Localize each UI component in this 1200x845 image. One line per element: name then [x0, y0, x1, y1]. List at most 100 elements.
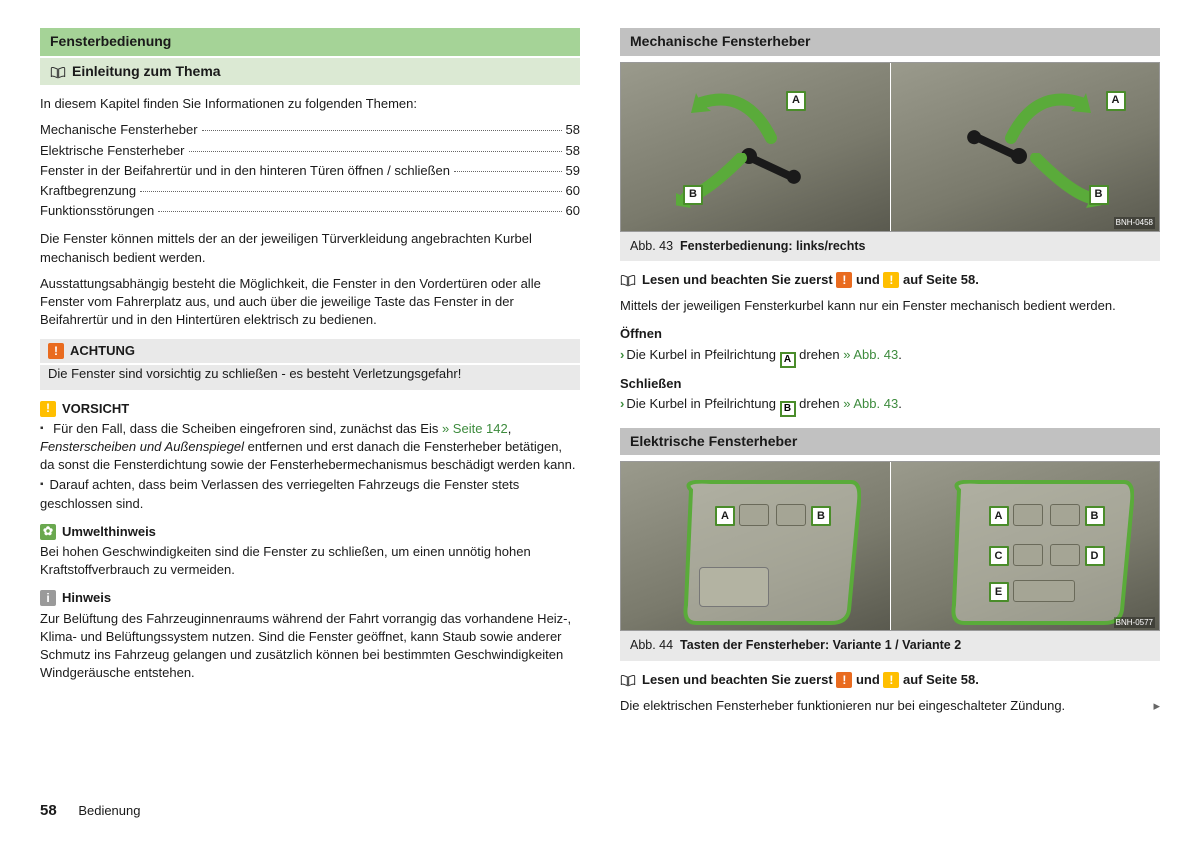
left-column: Fensterbedienung Einleitung zum Thema In…	[40, 28, 580, 723]
fig43-caption-num: Abb. 43	[630, 239, 673, 253]
toc-leader	[158, 211, 561, 212]
sec2-para: Die elektrischen Fensterheber funktionie…	[620, 697, 1160, 715]
vorsicht-item2: Darauf achten, dass beim Verlassen des v…	[40, 476, 580, 512]
toc-page: 59	[566, 162, 580, 180]
close-link[interactable]: » Abb. 43	[843, 396, 898, 411]
chevron-icon: ›	[620, 396, 624, 411]
toc-row: Fenster in der Beifahrertür und in den h…	[40, 162, 580, 180]
toc-page: 58	[566, 121, 580, 139]
toc-label: Kraftbegrenzung	[40, 182, 136, 200]
close-b: drehen	[796, 396, 844, 411]
toc-leader	[140, 191, 561, 192]
callout-b: B	[1085, 506, 1105, 526]
sec1-para: Mittels der jeweiligen Fensterkurbel kan…	[620, 297, 1160, 315]
toc-row: Elektrische Fensterheber58	[40, 142, 580, 160]
armrest-panel	[699, 567, 769, 607]
sec1-title: Mechanische Fensterheber	[620, 28, 1160, 56]
window-button	[739, 504, 769, 526]
toc-page: 58	[566, 142, 580, 160]
close-title: Schließen	[620, 375, 1160, 393]
hinweis-title: Hinweis	[62, 589, 111, 607]
page-number: 58	[40, 802, 57, 819]
warning-icon: !	[48, 343, 64, 359]
rf-a: Lesen und beachten Sie zuerst	[642, 272, 836, 287]
page-footer: 58 Bedienung	[40, 800, 140, 821]
vorsicht-notice: ! VORSICHT Für den Fall, dass die Scheib…	[40, 400, 580, 513]
toc: Mechanische Fensterheber58 Elektrische F…	[40, 121, 580, 220]
window-button	[776, 504, 806, 526]
hinweis-notice: i Hinweis Zur Belüftung des Fahrzeuginne…	[40, 589, 580, 682]
info-icon: i	[40, 590, 56, 606]
close-a: Die Kurbel in Pfeilrichtung	[626, 396, 779, 411]
open-link[interactable]: » Abb. 43	[843, 347, 898, 362]
achtung-title: ACHTUNG	[70, 342, 135, 360]
open-title: Öffnen	[620, 325, 1160, 343]
book-icon	[620, 274, 636, 286]
umwelt-body: Bei hohen Geschwindigkeiten sind die Fen…	[40, 543, 580, 579]
window-lock-button	[1013, 580, 1075, 602]
achtung-head: ! ACHTUNG	[40, 339, 580, 363]
toc-page: 60	[566, 182, 580, 200]
open-b: drehen	[796, 347, 844, 362]
umwelt-head: ✿ Umwelthinweis	[40, 523, 580, 541]
page-section: Bedienung	[78, 803, 140, 818]
arrow-a-left	[691, 83, 781, 153]
subsection-text: Einleitung zum Thema	[72, 62, 221, 82]
fig44-id: BNH-0577	[1114, 617, 1155, 628]
vorsicht-item1a: Für den Fall, dass die Scheiben eingefro…	[53, 421, 442, 436]
open-a: Die Kurbel in Pfeilrichtung	[626, 347, 779, 362]
toc-leader	[454, 171, 562, 172]
figure-44: A B A B C D E BNH-0577	[620, 461, 1160, 631]
section-title: Fensterbedienung	[40, 28, 580, 56]
callout-c: C	[989, 546, 1009, 566]
achtung-notice: ! ACHTUNG Die Fenster sind vorsichtig zu…	[40, 339, 580, 389]
vorsicht-item1-italic: Fensterscheiben und Außenspiegel	[40, 439, 244, 454]
open-action: ›Die Kurbel in Pfeilrichtung A drehen » …	[620, 346, 1160, 365]
book-icon	[50, 65, 66, 77]
callout-a: A	[1106, 91, 1126, 111]
fig44-caption-text: Tasten der Fensterheber: Variante 1 / Va…	[680, 638, 961, 652]
toc-label: Fenster in der Beifahrertür und in den h…	[40, 162, 450, 180]
callout-a: A	[786, 91, 806, 111]
callout-d: D	[1085, 546, 1105, 566]
umwelt-notice: ✿ Umwelthinweis Bei hohen Geschwindigkei…	[40, 523, 580, 580]
window-button	[1013, 544, 1043, 566]
vorsicht-head: ! VORSICHT	[40, 400, 580, 418]
book-icon	[620, 674, 636, 686]
read-first-text: Lesen und beachten Sie zuerst ! und ! au…	[642, 271, 979, 289]
right-column: Mechanische Fensterheber A B A B	[620, 28, 1160, 723]
rf-b: und	[852, 272, 883, 287]
fig43-left-panel: A B	[621, 63, 891, 231]
sec2-para-text: Die elektrischen Fensterheber funktionie…	[620, 698, 1065, 713]
read-first-text: Lesen und beachten Sie zuerst ! und ! au…	[642, 671, 979, 689]
fig44-caption-num: Abb. 44	[630, 638, 673, 652]
chevron-icon: ›	[620, 347, 624, 362]
hinweis-head: i Hinweis	[40, 589, 580, 607]
toc-leader	[202, 130, 562, 131]
rf2-c: auf Seite 58.	[899, 672, 978, 687]
vorsicht-link[interactable]: » Seite 142	[442, 421, 508, 436]
arrow-a-right	[1001, 83, 1091, 153]
read-first-2: Lesen und beachten Sie zuerst ! und ! au…	[620, 671, 1160, 689]
callout-b: B	[683, 185, 703, 205]
subsection-title: Einleitung zum Thema	[40, 58, 580, 86]
callout-b: B	[1089, 185, 1109, 205]
rf-c: auf Seite 58.	[899, 272, 978, 287]
caution-icon: !	[883, 672, 899, 688]
callout-a: A	[715, 506, 735, 526]
caution-icon: !	[40, 401, 56, 417]
vorsicht-body: Für den Fall, dass die Scheiben eingefro…	[40, 420, 580, 513]
hinweis-body: Zur Belüftung des Fahrzeuginnenraums wäh…	[40, 610, 580, 683]
continue-icon: ▸	[1153, 697, 1160, 715]
fig44-left-panel: A B	[621, 462, 891, 630]
toc-leader	[189, 151, 562, 152]
read-first-1: Lesen und beachten Sie zuerst ! und ! au…	[620, 271, 1160, 289]
eco-icon: ✿	[40, 524, 56, 540]
fig43-caption: Abb. 43 Fensterbedienung: links/rechts	[620, 232, 1160, 262]
achtung-body: Die Fenster sind vorsichtig zu schließen…	[40, 365, 580, 389]
page-columns: Fensterbedienung Einleitung zum Thema In…	[40, 28, 1160, 723]
callout-a: A	[989, 506, 1009, 526]
toc-row: Funktionsstörungen60	[40, 202, 580, 220]
window-button	[1050, 504, 1080, 526]
toc-row: Kraftbegrenzung 60	[40, 182, 580, 200]
